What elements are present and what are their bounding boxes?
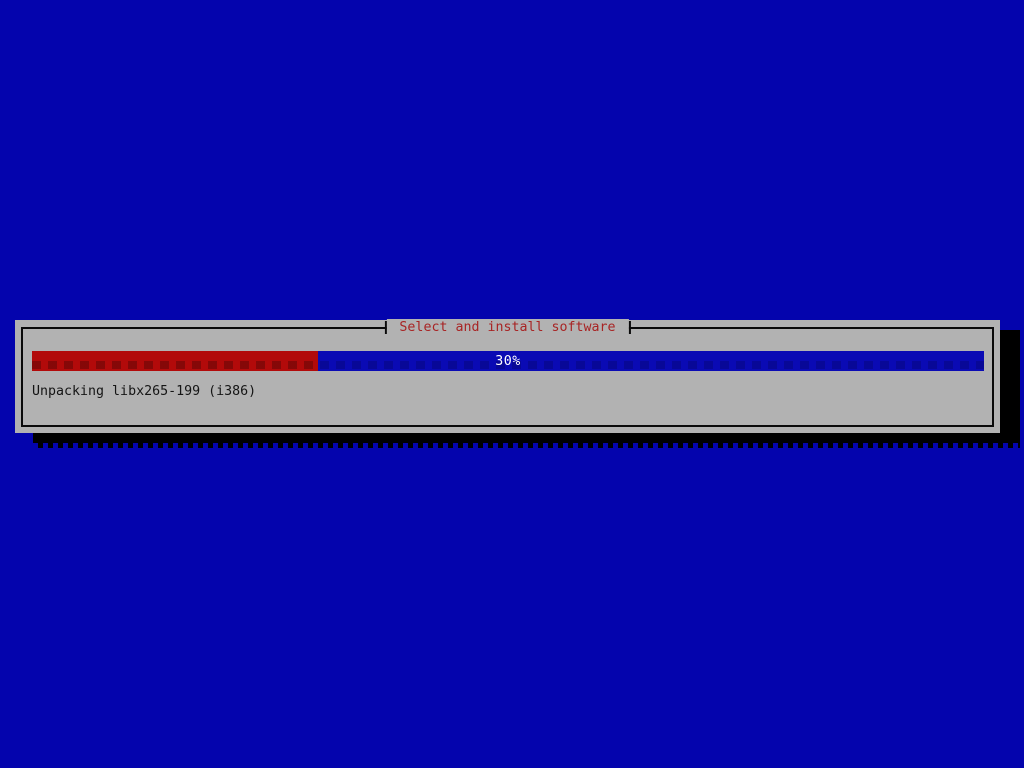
title-tick-left-icon: [384, 321, 387, 334]
dialog-shadow-right: [1000, 330, 1020, 448]
dialog-title: Select and install software: [386, 319, 629, 336]
dialog-shadow-bottom: [33, 433, 1020, 448]
title-tick-right-icon: [628, 321, 631, 334]
progress-bar: 30%: [32, 351, 984, 371]
progress-fill: [32, 351, 318, 371]
install-progress-dialog: Select and install software 30% Unpackin…: [15, 319, 1000, 433]
status-text: Unpacking libx265-199 (i386): [32, 384, 257, 399]
dialog-border: [21, 327, 994, 427]
progress-percent-label: 30%: [495, 353, 521, 369]
dialog-title-bar: Select and install software: [384, 319, 631, 336]
